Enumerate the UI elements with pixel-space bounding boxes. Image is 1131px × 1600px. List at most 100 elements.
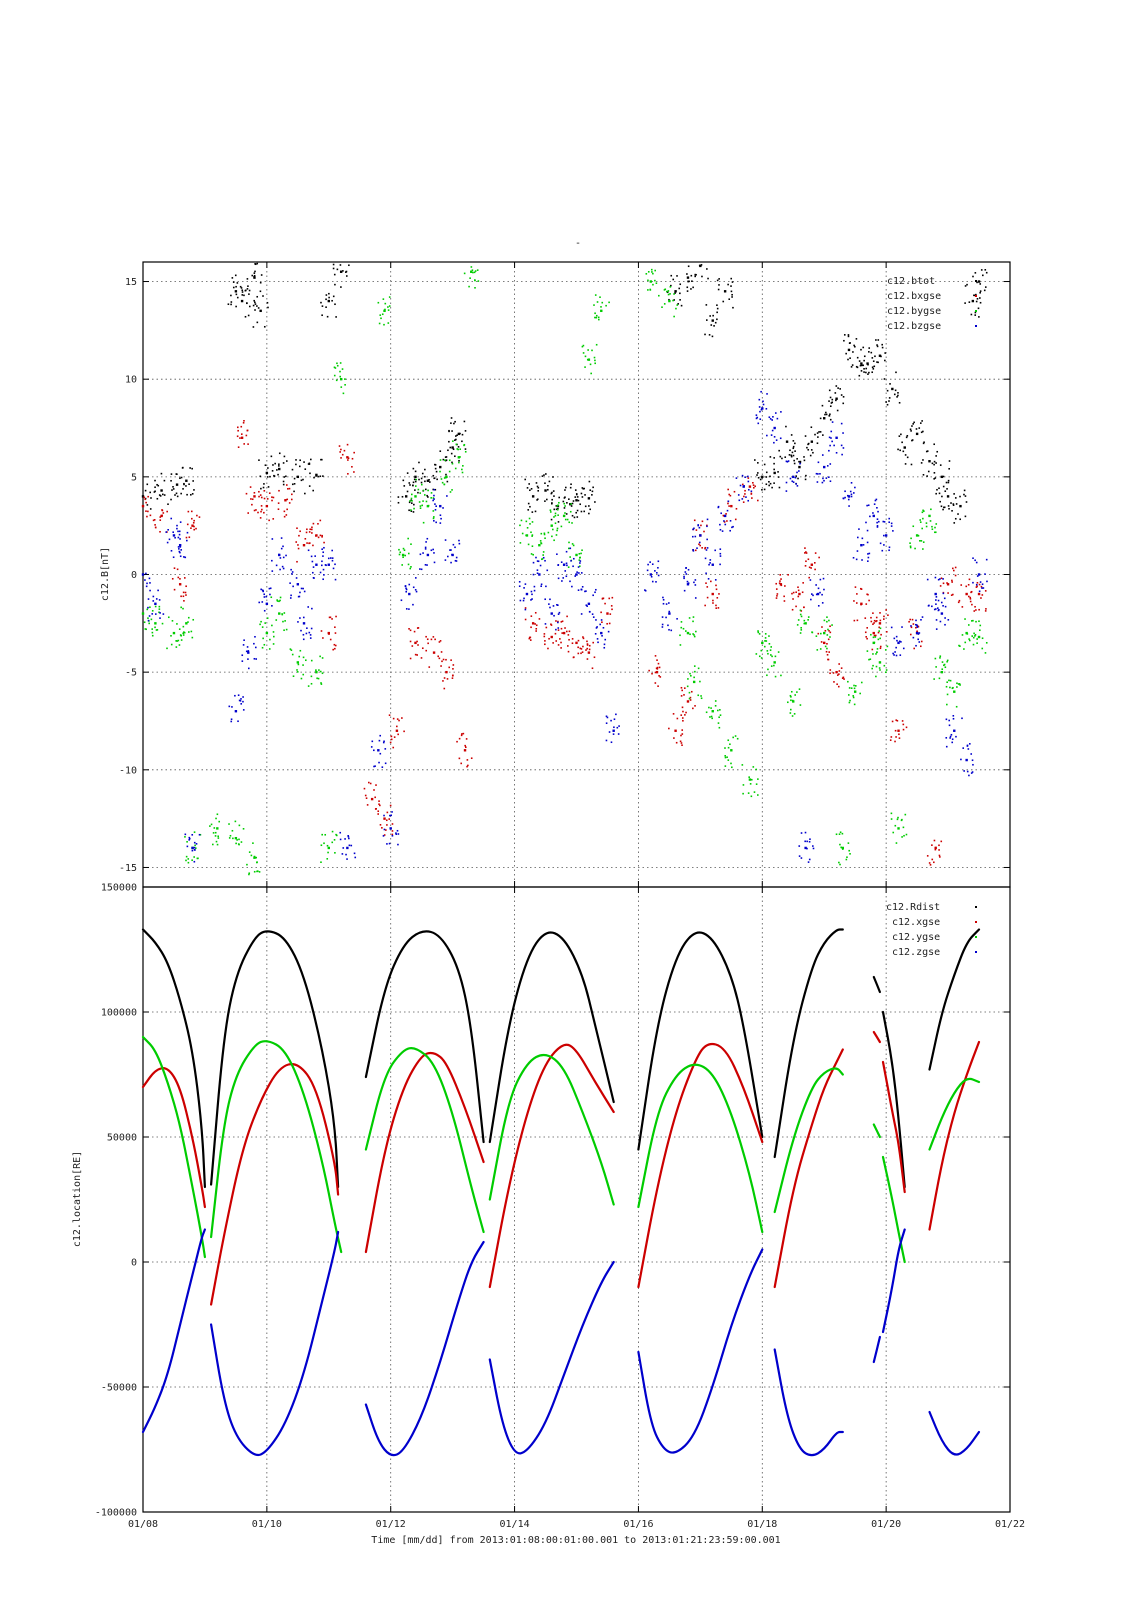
data-point: [747, 499, 750, 502]
data-point: [829, 418, 832, 421]
data-point: [426, 537, 429, 540]
data-point: [691, 535, 694, 538]
data-point: [268, 519, 270, 522]
data-point: [757, 631, 760, 634]
data-point: [583, 510, 586, 513]
data-point: [587, 349, 589, 351]
data-point: [649, 573, 653, 576]
data-point: [344, 378, 346, 380]
legend-label-ygse: c12.ygse: [892, 932, 940, 943]
series-line: [364, 1051, 485, 1254]
data-point: [878, 622, 882, 625]
data-point: [384, 748, 387, 750]
data-point: [873, 365, 876, 368]
data-point: [840, 444, 843, 447]
data-point: [718, 278, 720, 280]
data-point: [982, 274, 984, 277]
data-point: [245, 650, 248, 653]
data-point: [807, 443, 809, 446]
data-point: [662, 598, 665, 601]
data-point: [950, 502, 952, 504]
data-point: [805, 474, 807, 477]
data-point: [819, 648, 822, 650]
data-point: [937, 599, 940, 602]
data-point: [143, 621, 146, 624]
data-point: [586, 658, 589, 660]
data-point: [166, 510, 168, 513]
data-point: [729, 494, 732, 497]
data-point: [878, 661, 882, 664]
data-point: [795, 605, 797, 608]
data-point: [704, 547, 706, 550]
data-point: [167, 528, 169, 531]
data-point: [416, 654, 418, 656]
data-point: [960, 758, 962, 761]
data-point: [445, 658, 447, 661]
data-point: [952, 504, 955, 506]
data-point: [859, 364, 862, 367]
data-point: [874, 355, 876, 358]
data-point: [752, 484, 755, 486]
data-point: [450, 417, 453, 419]
data-point: [544, 623, 547, 625]
data-point: [684, 714, 686, 716]
data-point: [421, 504, 424, 507]
data-point: [888, 521, 890, 524]
data-point: [551, 502, 553, 504]
data-point: [310, 555, 313, 558]
data-point: [946, 660, 948, 663]
data-point: [909, 546, 912, 549]
data-point: [253, 870, 256, 873]
data-point: [288, 502, 291, 504]
data-point: [968, 578, 971, 581]
data-point: [863, 355, 866, 358]
data-point: [377, 813, 379, 815]
data-point: [976, 281, 978, 284]
data-point: [719, 563, 721, 566]
data-point: [948, 460, 951, 462]
data-point: [433, 488, 436, 491]
data-point: [285, 475, 287, 478]
data-point: [320, 861, 322, 863]
data-point: [812, 847, 815, 850]
series-line: [488, 1053, 615, 1206]
data-point: [792, 447, 795, 450]
data-point: [378, 761, 380, 764]
data-point: [350, 844, 353, 847]
data-point: [780, 578, 782, 580]
data-point: [862, 364, 864, 367]
data-point: [931, 528, 934, 531]
data-point: [581, 549, 583, 552]
data-point: [719, 523, 721, 526]
data-point: [667, 293, 670, 296]
data-point: [841, 832, 844, 835]
data-point: [302, 656, 305, 659]
data-point: [154, 622, 157, 625]
data-point: [144, 498, 147, 501]
data-point: [794, 476, 797, 479]
data-point: [971, 635, 973, 637]
data-point: [728, 298, 731, 300]
data-point: [848, 701, 851, 704]
data-point: [325, 306, 327, 309]
data-point: [331, 557, 334, 559]
data-point: [176, 623, 178, 625]
data-point: [154, 605, 157, 608]
data-point: [309, 528, 312, 531]
data-point: [847, 348, 851, 352]
data-point: [172, 531, 175, 534]
data-point: [524, 478, 527, 481]
data-point: [920, 431, 923, 434]
data-point: [699, 534, 702, 537]
data-point: [280, 537, 283, 539]
data-point: [806, 446, 808, 449]
data-point: [544, 643, 546, 646]
data-point: [884, 534, 888, 537]
data-point: [258, 490, 260, 493]
data-point: [170, 643, 173, 646]
data-point: [424, 480, 426, 483]
data-point: [979, 297, 981, 299]
data-point: [826, 647, 828, 650]
data-point: [383, 309, 386, 313]
series-c12-bzgse: [141, 390, 988, 863]
